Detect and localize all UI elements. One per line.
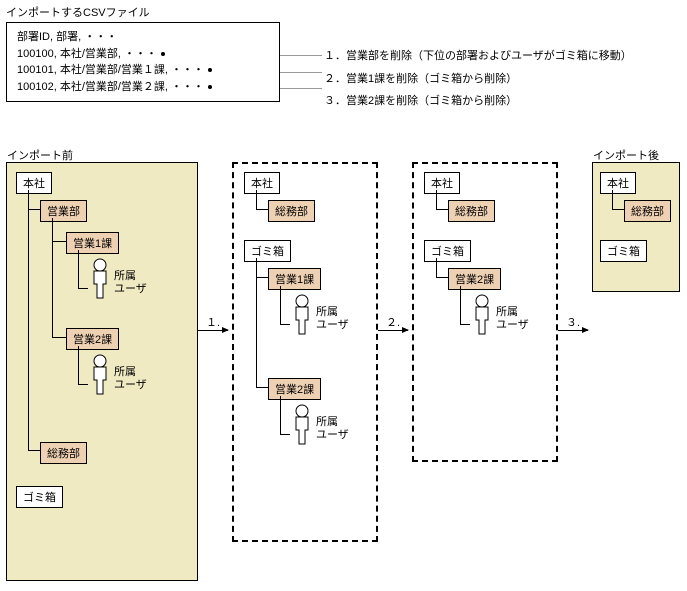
csv-title: インポートするCSVファイル xyxy=(6,4,150,20)
tree-line xyxy=(52,337,66,338)
node-gomibako: ゴミ箱 xyxy=(600,240,647,262)
tree-line xyxy=(28,190,29,450)
tree-line xyxy=(78,346,79,384)
node-honsha: 本社 xyxy=(16,172,52,194)
tree-line xyxy=(612,190,613,209)
node-somu: 総務部 xyxy=(40,442,87,464)
user-label: 所属ユーザ xyxy=(114,270,147,296)
step-item: ２．営業1課を削除（ゴミ箱から削除） xyxy=(324,71,632,88)
user-icon xyxy=(88,258,112,300)
tree-line xyxy=(612,209,624,210)
tree-line xyxy=(52,218,53,337)
tree-line xyxy=(78,250,79,288)
tree-line xyxy=(78,288,88,289)
user-label: 所属ユーザ xyxy=(114,366,147,392)
tree-line xyxy=(256,209,268,210)
node-somu: 総務部 xyxy=(448,200,495,222)
node-eigyobu: 営業部 xyxy=(40,200,87,222)
tree-line xyxy=(280,286,281,324)
node-eigyo1: 営業1課 xyxy=(66,232,119,254)
tree-line xyxy=(280,396,281,434)
tree-line xyxy=(256,190,257,209)
connector-line xyxy=(280,88,322,89)
user-icon xyxy=(290,294,314,336)
tree-line xyxy=(280,324,290,325)
arrow xyxy=(558,330,588,331)
arrow xyxy=(378,330,408,331)
tree-line xyxy=(460,286,461,324)
tree-line xyxy=(436,258,437,277)
arrow-label: ３. xyxy=(566,314,580,330)
tree-line xyxy=(28,450,40,451)
node-honsha: 本社 xyxy=(244,172,280,194)
steps-list: １．営業部を削除（下位の部署およびユーザがゴミ箱に移動） ２．営業1課を削除（ゴ… xyxy=(324,48,632,116)
arrow-label: ２. xyxy=(386,314,400,330)
step-item: ３．営業2課を削除（ゴミ箱から削除） xyxy=(324,93,632,110)
connector-line xyxy=(280,72,322,73)
arrow xyxy=(198,330,228,331)
node-eigyo2: 営業2課 xyxy=(448,268,501,290)
csv-row: 100100, 本社/営業部, ・・・ xyxy=(17,46,269,63)
tree-line xyxy=(28,209,40,210)
node-eigyo2: 営業2課 xyxy=(66,328,119,350)
user-label: 所属ユーザ xyxy=(496,306,529,332)
node-eigyo2: 営業2課 xyxy=(268,378,321,400)
tree-line xyxy=(436,209,448,210)
user-icon xyxy=(290,404,314,446)
node-somu: 総務部 xyxy=(268,200,315,222)
user-label: 所属ユーザ xyxy=(316,416,349,442)
node-somu: 総務部 xyxy=(624,200,671,222)
user-icon xyxy=(470,294,494,336)
tree-line xyxy=(256,277,268,278)
tree-line xyxy=(436,277,448,278)
panel-title: インポート前 xyxy=(7,147,73,163)
arrow-label: １. xyxy=(206,314,220,330)
node-gomibako: ゴミ箱 xyxy=(244,240,291,262)
step-item: １．営業部を削除（下位の部署およびユーザがゴミ箱に移動） xyxy=(324,48,632,65)
csv-header: 部署ID, 部署, ・・・ xyxy=(17,29,269,46)
node-honsha: 本社 xyxy=(600,172,636,194)
connector-line xyxy=(280,55,322,56)
tree-line xyxy=(256,387,268,388)
node-gomibako: ゴミ箱 xyxy=(16,486,63,508)
tree-line xyxy=(436,190,437,209)
csv-box: 部署ID, 部署, ・・・ 100100, 本社/営業部, ・・・ 100101… xyxy=(6,22,280,102)
user-label: 所属ユーザ xyxy=(316,306,349,332)
csv-row: 100101, 本社/営業部/営業１課, ・・・ xyxy=(17,62,269,79)
node-gomibako: ゴミ箱 xyxy=(424,240,471,262)
tree-line xyxy=(280,434,290,435)
tree-line xyxy=(460,324,470,325)
tree-line xyxy=(52,241,66,242)
user-icon xyxy=(88,354,112,396)
node-eigyo1: 営業1課 xyxy=(268,268,321,290)
panel-title: インポート後 xyxy=(593,147,659,163)
tree-line xyxy=(78,384,88,385)
node-honsha: 本社 xyxy=(424,172,460,194)
csv-row: 100102, 本社/営業部/営業２課, ・・・ xyxy=(17,79,269,96)
